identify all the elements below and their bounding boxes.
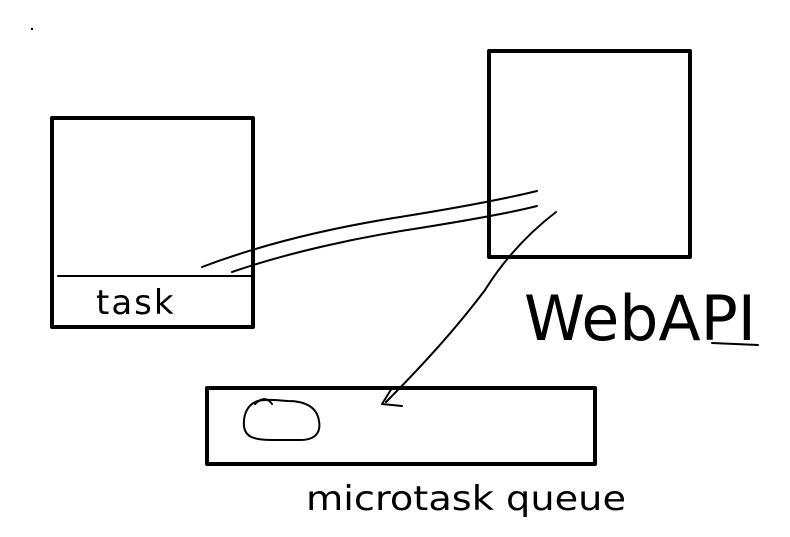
microtask-queue-box: microtask queue xyxy=(205,386,626,519)
stack-box-outline xyxy=(50,116,255,329)
web-api-box-outline xyxy=(487,49,692,259)
stack-box: task xyxy=(50,116,255,329)
arrow-shaft xyxy=(385,211,557,403)
queue-item-ellipse xyxy=(242,398,321,441)
webapi-to-queue-arrow xyxy=(381,211,557,407)
queue-item-mark xyxy=(254,398,273,405)
microtask-queue-label: microtask queue xyxy=(306,479,626,519)
stray-dot xyxy=(30,27,34,31)
web-api-label-underline xyxy=(711,342,759,346)
connector-line-lower xyxy=(231,205,538,273)
connector-line-upper xyxy=(201,190,538,268)
stack-box-label: task xyxy=(96,283,176,323)
web-api-box: WebAPI xyxy=(487,49,759,355)
arrow-head xyxy=(381,387,403,407)
microtask-queue-outline xyxy=(205,386,597,466)
task-to-webapi-connector xyxy=(201,190,538,273)
